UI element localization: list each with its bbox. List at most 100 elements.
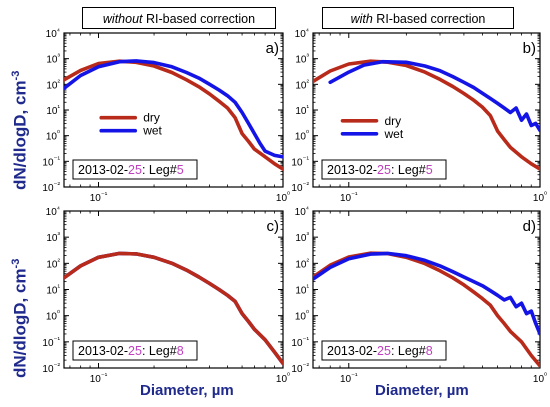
y-tick-base: 10: [46, 106, 58, 117]
y-tick-exp: ⁰: [306, 129, 309, 138]
panel-letter: d): [523, 218, 536, 235]
x-tick-label: 10⁻¹: [90, 190, 108, 204]
y-tick-exp: ⁰: [306, 309, 309, 318]
y-label-upper-text: dN/dlogD, cm: [10, 80, 30, 190]
annotation-day: 25: [377, 344, 391, 358]
y-tick-base: 10: [42, 364, 54, 375]
y-tick-exp: ¹: [58, 283, 61, 292]
y-tick-base: 10: [46, 286, 58, 297]
y-tick-label: 10²: [46, 77, 60, 91]
y-tick-base: 10: [295, 29, 307, 40]
header-left-rest: RI-based correction: [142, 12, 256, 26]
panel-letter: b): [523, 40, 536, 57]
annotation-leg-number: 5: [177, 163, 184, 177]
x-tick-exp: ⁰: [544, 190, 547, 199]
annotation-leg-number: 8: [177, 344, 184, 358]
y-tick-base: 10: [46, 312, 58, 323]
annotation-text: 2013-02-25: Leg#8: [327, 344, 433, 358]
y-tick-base: 10: [291, 183, 303, 194]
y-tick-base: 10: [295, 207, 307, 218]
y-tick-exp: ²: [307, 77, 310, 86]
y-tick-label: 10¹: [46, 103, 60, 117]
y-tick-label: 10²: [295, 77, 309, 91]
y-tick-label: 10⁻¹: [42, 335, 60, 349]
y-tick-label: 10²: [295, 256, 309, 270]
annotation-day: 25: [128, 163, 142, 177]
annotation-leg-prefix: : Leg#: [391, 344, 426, 358]
y-tick-exp: ³: [58, 52, 61, 61]
y-tick-label: 10⁰: [295, 129, 309, 143]
y-tick-exp: ⁰: [57, 129, 60, 138]
y-label-lower-text: dN/dlogD, cm: [10, 268, 30, 378]
annotation-text: 2013-02-25: Leg#5: [78, 163, 184, 177]
y-tick-label: 10⁻¹: [42, 154, 60, 168]
x-tick-label: 10⁰: [276, 190, 290, 204]
series-line-wet: [64, 59, 283, 159]
y-tick-label: 10¹: [46, 283, 60, 297]
y-tick-label: 10⁻¹: [291, 335, 309, 349]
y-tick-base: 10: [42, 183, 54, 194]
x-tick-label: 10⁻¹: [340, 371, 358, 385]
y-tick-label: 10³: [46, 230, 60, 244]
y-tick-label: 10⁻²: [42, 361, 60, 375]
y-tick-label: 10⁻¹: [291, 154, 309, 168]
annotation-leg-number: 5: [426, 163, 433, 177]
y-tick-base: 10: [291, 338, 303, 349]
x-tick-base: 10: [533, 193, 545, 204]
y-tick-base: 10: [295, 286, 307, 297]
y-tick-label: 10⁴: [295, 204, 309, 218]
y-tick-exp: ⁴: [57, 26, 60, 35]
y-tick-base: 10: [295, 312, 307, 323]
annotation-leg-prefix: : Leg#: [142, 344, 177, 358]
legend-label-wet: wet: [142, 124, 162, 138]
y-tick-base: 10: [42, 157, 54, 168]
legend-label-dry: dry: [385, 114, 402, 128]
y-tick-label: 10¹: [295, 283, 309, 297]
annotation-box: [72, 340, 198, 361]
y-tick-base: 10: [295, 106, 307, 117]
y-tick-exp: ³: [307, 230, 310, 239]
y-tick-exp: ⁻¹: [303, 154, 310, 163]
y-tick-base: 10: [46, 132, 58, 143]
header-left-emphasis: without: [102, 12, 143, 26]
x-tick-exp: ⁰: [544, 371, 547, 380]
annotation-day: 25: [377, 163, 391, 177]
y-tick-base: 10: [46, 259, 58, 270]
y-tick-exp: ⁴: [306, 26, 309, 35]
x-tick-label: 10⁻¹: [340, 190, 358, 204]
annotation-leg-number: 8: [426, 344, 433, 358]
header-right: with RI-based correction: [322, 7, 514, 29]
y-tick-base: 10: [46, 29, 58, 40]
y-tick-exp: ²: [58, 256, 61, 265]
x-tick-label: 10⁰: [533, 371, 547, 385]
annotation-date-prefix: 2013-02-: [327, 163, 377, 177]
y-axis-label-upper: dN/dlogD, cm-3: [10, 71, 31, 190]
x-tick-base: 10: [340, 374, 352, 385]
y-tick-exp: ¹: [307, 283, 310, 292]
y-axis-label-lower: dN/dlogD, cm-3: [10, 259, 31, 378]
x-tick-base: 10: [90, 374, 102, 385]
y-tick-label: 10⁴: [46, 204, 60, 218]
legend-label-wet: wet: [384, 127, 404, 141]
x-tick-base: 10: [340, 193, 352, 204]
y-tick-base: 10: [46, 80, 58, 91]
y-tick-exp: ⁻¹: [54, 335, 61, 344]
annotation-date-prefix: 2013-02-: [327, 344, 377, 358]
y-tick-base: 10: [291, 364, 303, 375]
y-tick-label: 10³: [46, 52, 60, 66]
x-axis-label-right: Diameter, µm: [375, 382, 469, 399]
annotation-box: [321, 159, 447, 180]
y-tick-base: 10: [295, 132, 307, 143]
x-tick-label: 10⁻¹: [90, 371, 108, 385]
panel-letter: c): [267, 218, 280, 235]
y-tick-base: 10: [46, 207, 58, 218]
x-tick-base: 10: [90, 193, 102, 204]
x-tick-exp: ⁰: [287, 190, 290, 199]
x-tick-exp: ⁻¹: [101, 371, 108, 380]
y-tick-base: 10: [46, 55, 58, 66]
x-tick-base: 10: [276, 374, 288, 385]
annotation-date-prefix: 2013-02-: [78, 344, 128, 358]
series-line-wet: [328, 59, 540, 133]
